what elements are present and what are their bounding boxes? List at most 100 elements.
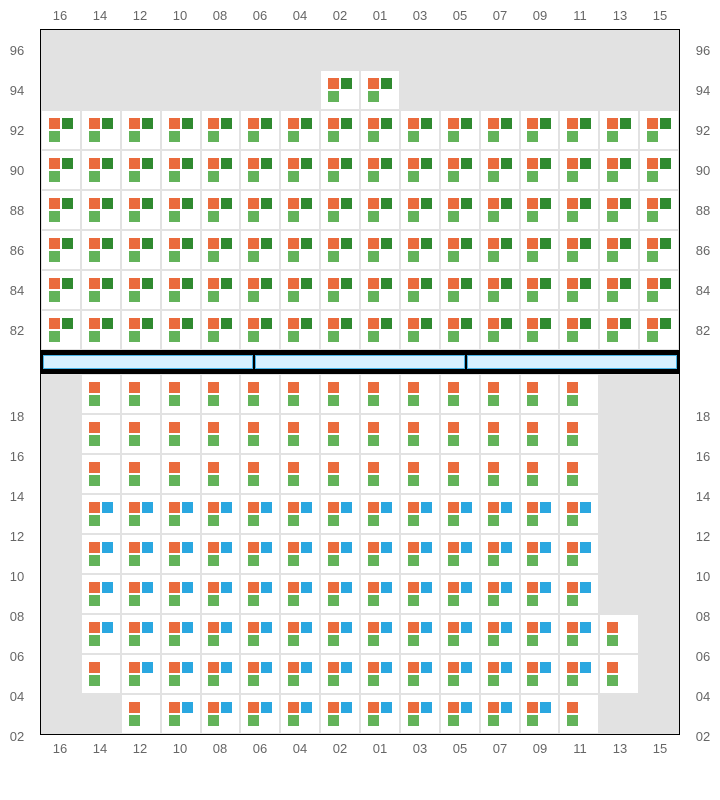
rack-slot[interactable]	[121, 374, 161, 414]
rack-slot[interactable]	[121, 654, 161, 694]
rack-slot[interactable]	[440, 190, 480, 230]
rack-slot[interactable]	[121, 494, 161, 534]
rack-slot[interactable]	[161, 230, 201, 270]
rack-slot[interactable]	[480, 270, 520, 310]
rack-slot[interactable]	[161, 110, 201, 150]
rack-slot[interactable]	[320, 494, 360, 534]
rack-slot[interactable]	[161, 654, 201, 694]
rack-slot[interactable]	[161, 150, 201, 190]
rack-slot[interactable]	[320, 310, 360, 350]
rack-slot[interactable]	[121, 190, 161, 230]
rack-slot[interactable]	[520, 534, 560, 574]
rack-slot[interactable]	[81, 270, 121, 310]
rack-slot[interactable]	[599, 310, 639, 350]
rack-slot[interactable]	[360, 494, 400, 534]
rack-slot[interactable]	[400, 190, 440, 230]
rack-slot[interactable]	[201, 454, 241, 494]
rack-slot[interactable]	[400, 614, 440, 654]
rack-slot[interactable]	[161, 694, 201, 734]
rack-slot[interactable]	[440, 310, 480, 350]
rack-slot[interactable]	[480, 654, 520, 694]
rack-slot[interactable]	[400, 494, 440, 534]
rack-slot[interactable]	[280, 654, 320, 694]
rack-slot[interactable]	[599, 150, 639, 190]
rack-slot[interactable]	[639, 270, 679, 310]
rack-slot[interactable]	[360, 534, 400, 574]
rack-slot[interactable]	[320, 70, 360, 110]
rack-slot[interactable]	[639, 110, 679, 150]
rack-slot[interactable]	[559, 190, 599, 230]
rack-slot[interactable]	[639, 190, 679, 230]
rack-slot[interactable]	[280, 150, 320, 190]
rack-slot[interactable]	[360, 150, 400, 190]
rack-slot[interactable]	[81, 374, 121, 414]
rack-slot[interactable]	[599, 614, 639, 654]
rack-slot[interactable]	[201, 270, 241, 310]
rack-slot[interactable]	[161, 494, 201, 534]
rack-slot[interactable]	[240, 110, 280, 150]
rack-slot[interactable]	[240, 694, 280, 734]
rack-slot[interactable]	[559, 310, 599, 350]
rack-slot[interactable]	[480, 374, 520, 414]
rack-slot[interactable]	[240, 414, 280, 454]
rack-slot[interactable]	[81, 654, 121, 694]
rack-slot[interactable]	[201, 150, 241, 190]
rack-slot[interactable]	[559, 694, 599, 734]
rack-slot[interactable]	[240, 150, 280, 190]
rack-slot[interactable]	[320, 454, 360, 494]
rack-slot[interactable]	[599, 654, 639, 694]
rack-slot[interactable]	[599, 270, 639, 310]
rack-slot[interactable]	[559, 494, 599, 534]
rack-slot[interactable]	[400, 414, 440, 454]
rack-slot[interactable]	[520, 494, 560, 534]
rack-slot[interactable]	[201, 230, 241, 270]
rack-slot[interactable]	[41, 310, 81, 350]
rack-slot[interactable]	[320, 230, 360, 270]
rack-slot[interactable]	[320, 694, 360, 734]
rack-slot[interactable]	[480, 694, 520, 734]
rack-slot[interactable]	[121, 230, 161, 270]
rack-slot[interactable]	[240, 190, 280, 230]
rack-slot[interactable]	[520, 190, 560, 230]
rack-slot[interactable]	[81, 494, 121, 534]
rack-slot[interactable]	[440, 534, 480, 574]
rack-slot[interactable]	[240, 270, 280, 310]
rack-slot[interactable]	[520, 230, 560, 270]
rack-slot[interactable]	[201, 110, 241, 150]
rack-slot[interactable]	[161, 454, 201, 494]
rack-slot[interactable]	[400, 454, 440, 494]
rack-slot[interactable]	[280, 414, 320, 454]
rack-slot[interactable]	[41, 190, 81, 230]
rack-slot[interactable]	[520, 374, 560, 414]
rack-slot[interactable]	[280, 494, 320, 534]
rack-slot[interactable]	[559, 374, 599, 414]
rack-slot[interactable]	[201, 190, 241, 230]
rack-slot[interactable]	[440, 614, 480, 654]
rack-slot[interactable]	[599, 230, 639, 270]
rack-slot[interactable]	[320, 110, 360, 150]
rack-slot[interactable]	[480, 614, 520, 654]
rack-slot[interactable]	[400, 534, 440, 574]
rack-slot[interactable]	[559, 230, 599, 270]
rack-slot[interactable]	[559, 414, 599, 454]
rack-slot[interactable]	[81, 190, 121, 230]
rack-slot[interactable]	[639, 310, 679, 350]
rack-slot[interactable]	[520, 654, 560, 694]
rack-slot[interactable]	[320, 614, 360, 654]
rack-slot[interactable]	[599, 110, 639, 150]
rack-slot[interactable]	[480, 230, 520, 270]
rack-slot[interactable]	[559, 614, 599, 654]
rack-slot[interactable]	[400, 654, 440, 694]
rack-slot[interactable]	[201, 414, 241, 454]
rack-slot[interactable]	[240, 454, 280, 494]
rack-slot[interactable]	[201, 614, 241, 654]
rack-slot[interactable]	[520, 454, 560, 494]
rack-slot[interactable]	[400, 694, 440, 734]
rack-slot[interactable]	[480, 150, 520, 190]
rack-slot[interactable]	[41, 230, 81, 270]
rack-slot[interactable]	[480, 494, 520, 534]
rack-slot[interactable]	[240, 574, 280, 614]
rack-slot[interactable]	[161, 374, 201, 414]
rack-slot[interactable]	[400, 574, 440, 614]
rack-slot[interactable]	[280, 190, 320, 230]
